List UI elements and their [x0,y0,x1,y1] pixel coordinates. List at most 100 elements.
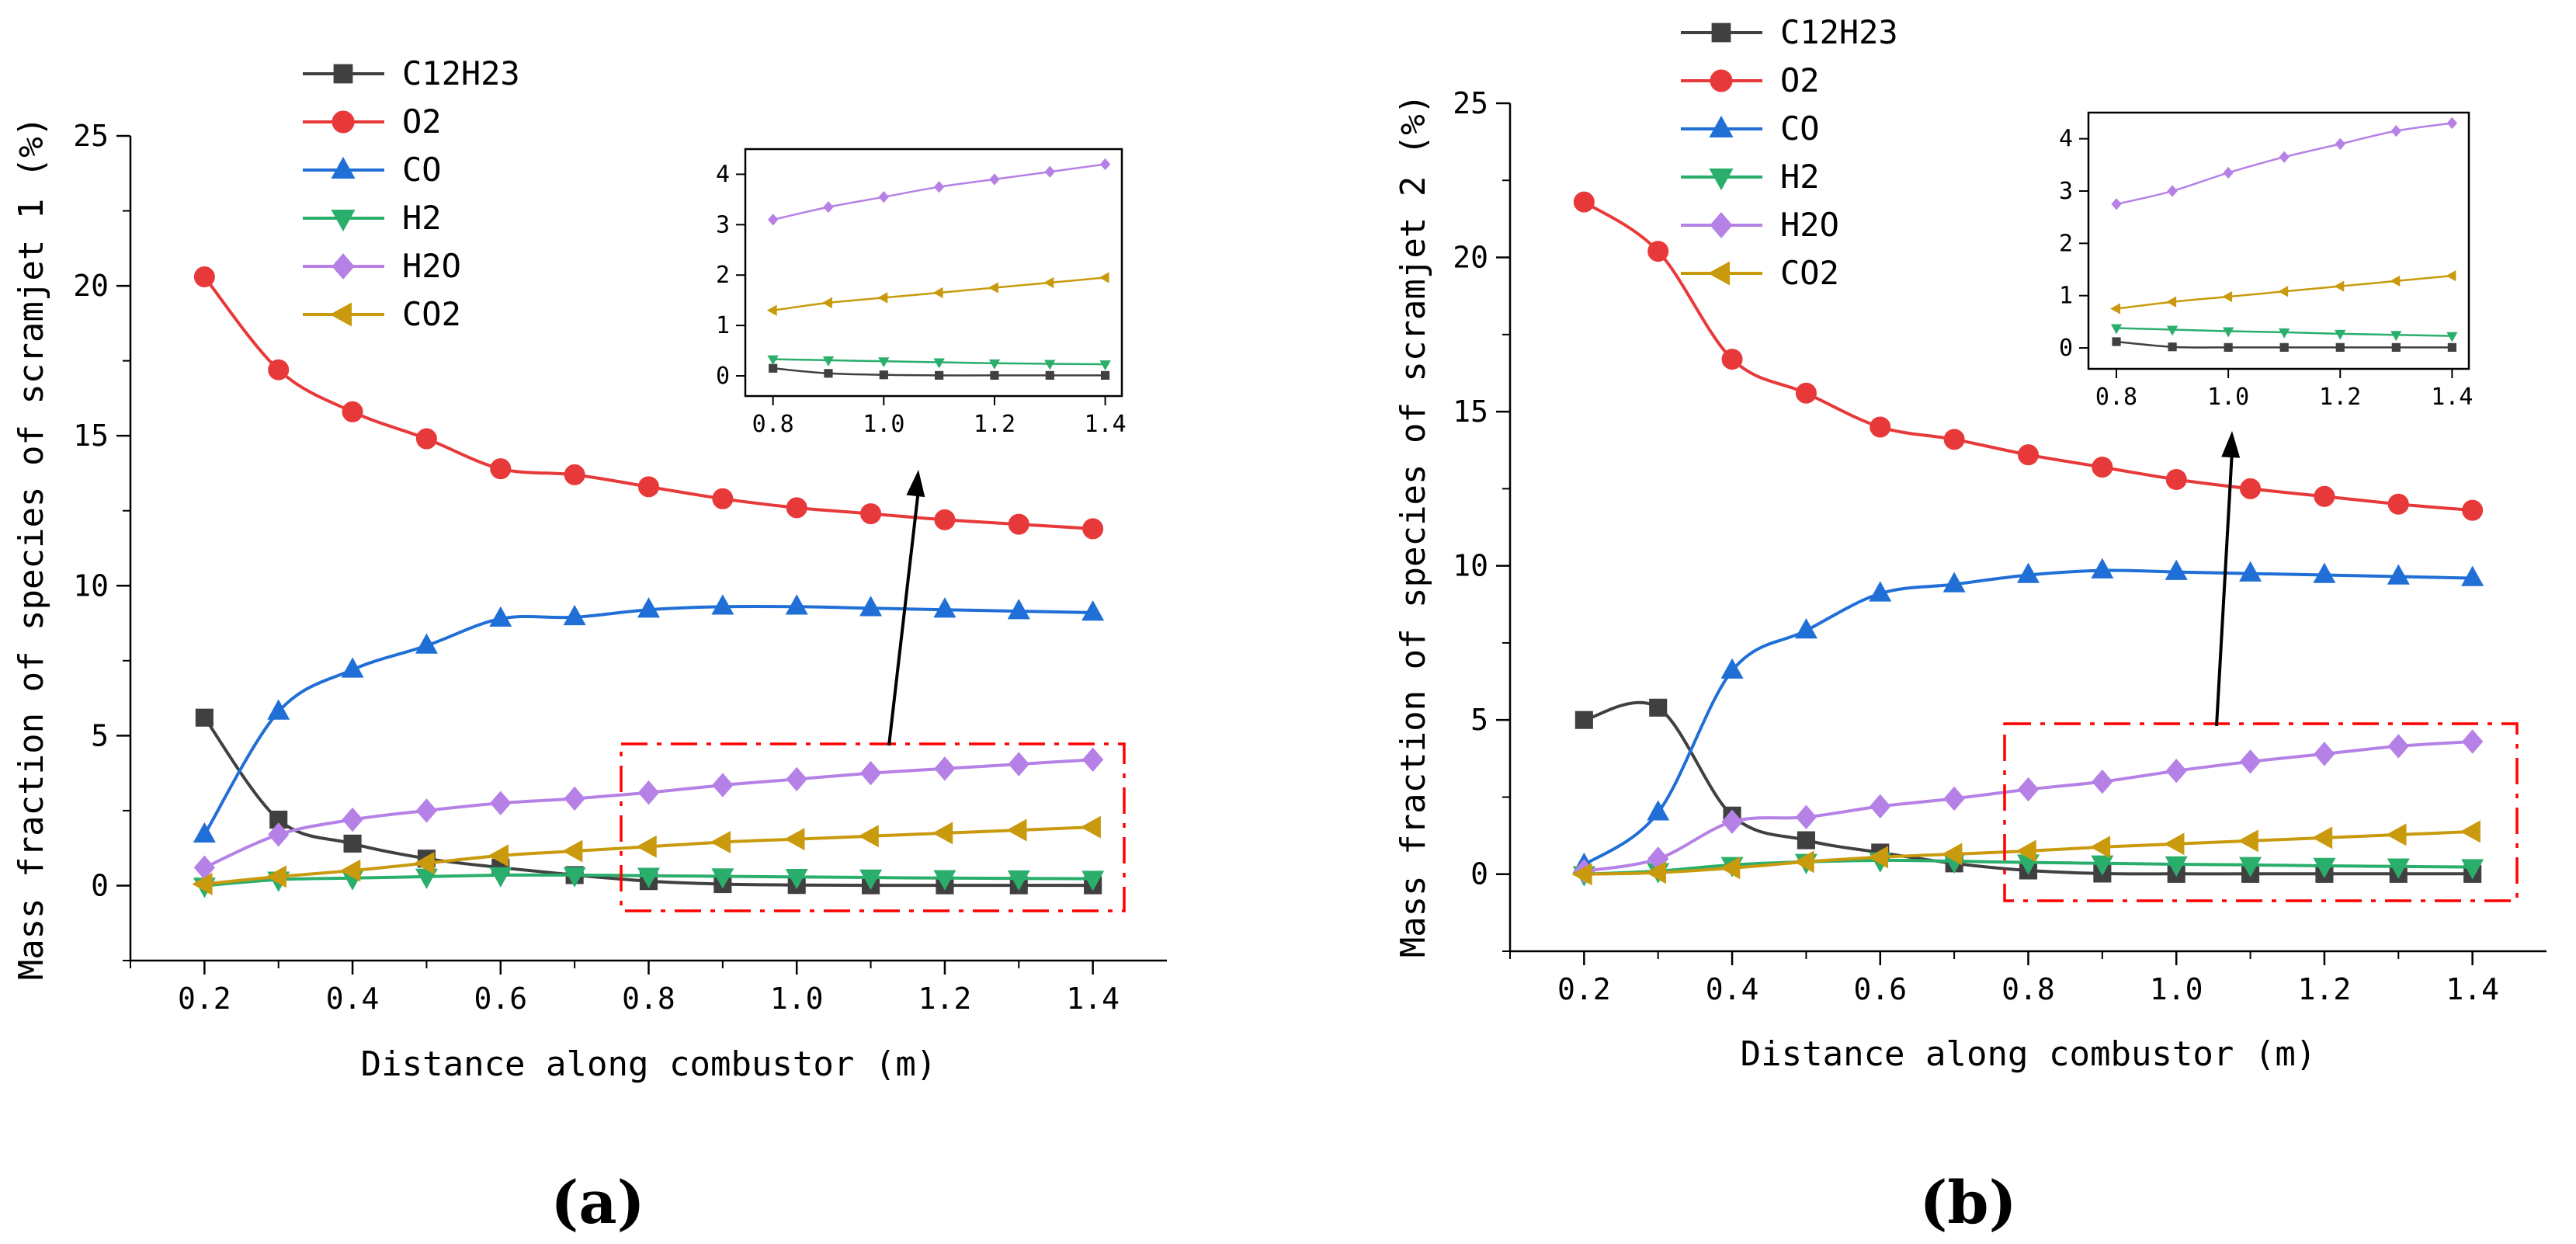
inset-data-point-co2 [2110,303,2121,314]
inset-chart: 0.8 1.0 1.2 1.4 0 1 2 3 4 [2059,111,2473,411]
legend-label-co2: CO2 [402,295,461,333]
inset-data-point-c12h23 [2168,342,2177,352]
legend-marker-o2 [332,110,355,134]
data-point-c12h23 [1797,831,1815,850]
inset-data-point-co2 [932,287,943,299]
data-point-co [1869,581,1892,602]
y-tick-label: 10 [1453,549,1488,583]
data-point-h2 [2165,856,2188,877]
legend-marker-co2 [329,302,352,327]
data-point-co2 [2015,839,2036,863]
inset-data-point-c12h23 [2112,337,2121,346]
data-point-co [2387,564,2410,585]
data-point-co [933,597,956,618]
data-point-co2 [2386,823,2407,846]
data-point-co2 [1006,818,1027,842]
data-point-o2 [934,509,956,530]
series-line-co [1583,568,2473,867]
x-tick-label: 0.6 [474,982,527,1016]
legend-label-c12h23: C12H23 [1780,13,1898,51]
legend-label-c12h23: C12H23 [402,54,520,92]
legend-marker-co [331,156,356,179]
data-point-co [267,699,290,720]
inset-data-point-h2 [2446,332,2458,342]
data-point-h2o [1795,804,1817,829]
data-point-o2 [342,401,363,422]
inset-data-point-c12h23 [769,363,778,373]
inset-x-tick-label: 1.0 [2207,384,2249,411]
data-point-co [2091,558,2114,579]
inset-data-point-h2 [822,356,835,367]
data-point-co2 [562,839,583,863]
inset-y-tick-label: 3 [716,211,730,238]
x-tick-label: 0.4 [1706,972,1759,1006]
data-point-co2 [1793,850,1814,874]
legend-label-h2: H2 [1780,158,1820,196]
inset-data-point-h2o [2223,166,2234,179]
data-point-o2 [490,458,512,480]
inset-data-point-c12h23 [1045,370,1054,380]
y-tick-label: 15 [73,419,109,453]
inset-data-point-co2 [988,282,998,294]
inset-data-point-h2 [878,357,890,368]
inset-data-point-h2o [2279,151,2290,163]
inset-data-point-h2o [2335,137,2345,151]
inset-x-tick-label: 1.4 [1085,411,1127,438]
data-point-h2o [1008,752,1029,777]
data-point-o2 [786,497,807,519]
data-point-co [1720,658,1744,679]
panel-label-a: (a) [550,1168,644,1237]
data-point-co2 [414,851,435,874]
data-point-h2 [2461,859,2484,880]
inset-data-point-h2o [767,214,779,226]
data-point-h2o [1081,747,1104,772]
data-point-o2 [268,359,290,380]
data-point-co [2239,561,2262,582]
panel-a: 0.2 0.4 0.6 0.8 1.0 1.2 1.40510152025Distance … [12,54,1167,1084]
data-point-h2o [268,822,290,847]
data-point-co2 [1720,857,1741,880]
y-tick-label: 20 [1453,241,1488,275]
legend-label-o2: O2 [402,103,442,141]
inset-data-point-h2 [2222,327,2234,338]
data-point-o2 [1721,349,1743,370]
data-point-h2 [785,869,808,890]
inset-data-point-co2 [1043,276,1054,289]
data-point-o2 [2092,457,2113,478]
inset-data-point-co2 [2222,290,2233,303]
data-point-h2 [637,867,660,888]
data-point-co [2017,562,2040,583]
data-point-co2 [2238,829,2258,853]
data-point-co2 [488,844,509,867]
legend-label-co2: CO2 [1780,254,1839,292]
inset-data-point-c12h23 [990,370,999,380]
inset-y-tick-label: 1 [2059,283,2073,310]
x-tick-label: 0.6 [1853,972,1907,1006]
panel-label-b: (b) [1919,1168,2016,1237]
inset-data-point-h2o [2167,185,2178,197]
inset-data-point-h2 [1099,360,1111,371]
data-point-h2o [2017,777,2040,802]
inset-data-point-h2 [2110,324,2123,335]
inset-data-point-h2o [1044,165,1055,178]
inset-y-tick-label: 0 [716,363,730,390]
data-point-co [415,633,438,654]
legend-marker-h2 [331,210,356,232]
inset-data-point-c12h23 [2279,342,2289,352]
data-point-o2 [2462,499,2484,521]
data-point-h2o [342,807,363,832]
data-point-o2 [1647,241,1669,262]
x-tick-label: 0.8 [622,982,675,1016]
data-point-co2 [784,828,805,851]
legend-marker-h2o [1710,212,1733,238]
data-point-co2 [1942,843,1963,866]
inset-data-point-c12h23 [879,370,888,380]
inset-data-point-h2o [989,173,1000,186]
data-point-h2o [859,760,882,786]
inset-data-point-co2 [2334,280,2345,292]
zoom-arrow-head [2221,431,2241,458]
legend-marker-h2 [1709,169,1734,191]
data-point-h2 [2091,855,2114,876]
data-point-co [1007,599,1030,620]
y-axis-label: Mass fraction of species of scramjet 2 (… [1394,94,1433,958]
